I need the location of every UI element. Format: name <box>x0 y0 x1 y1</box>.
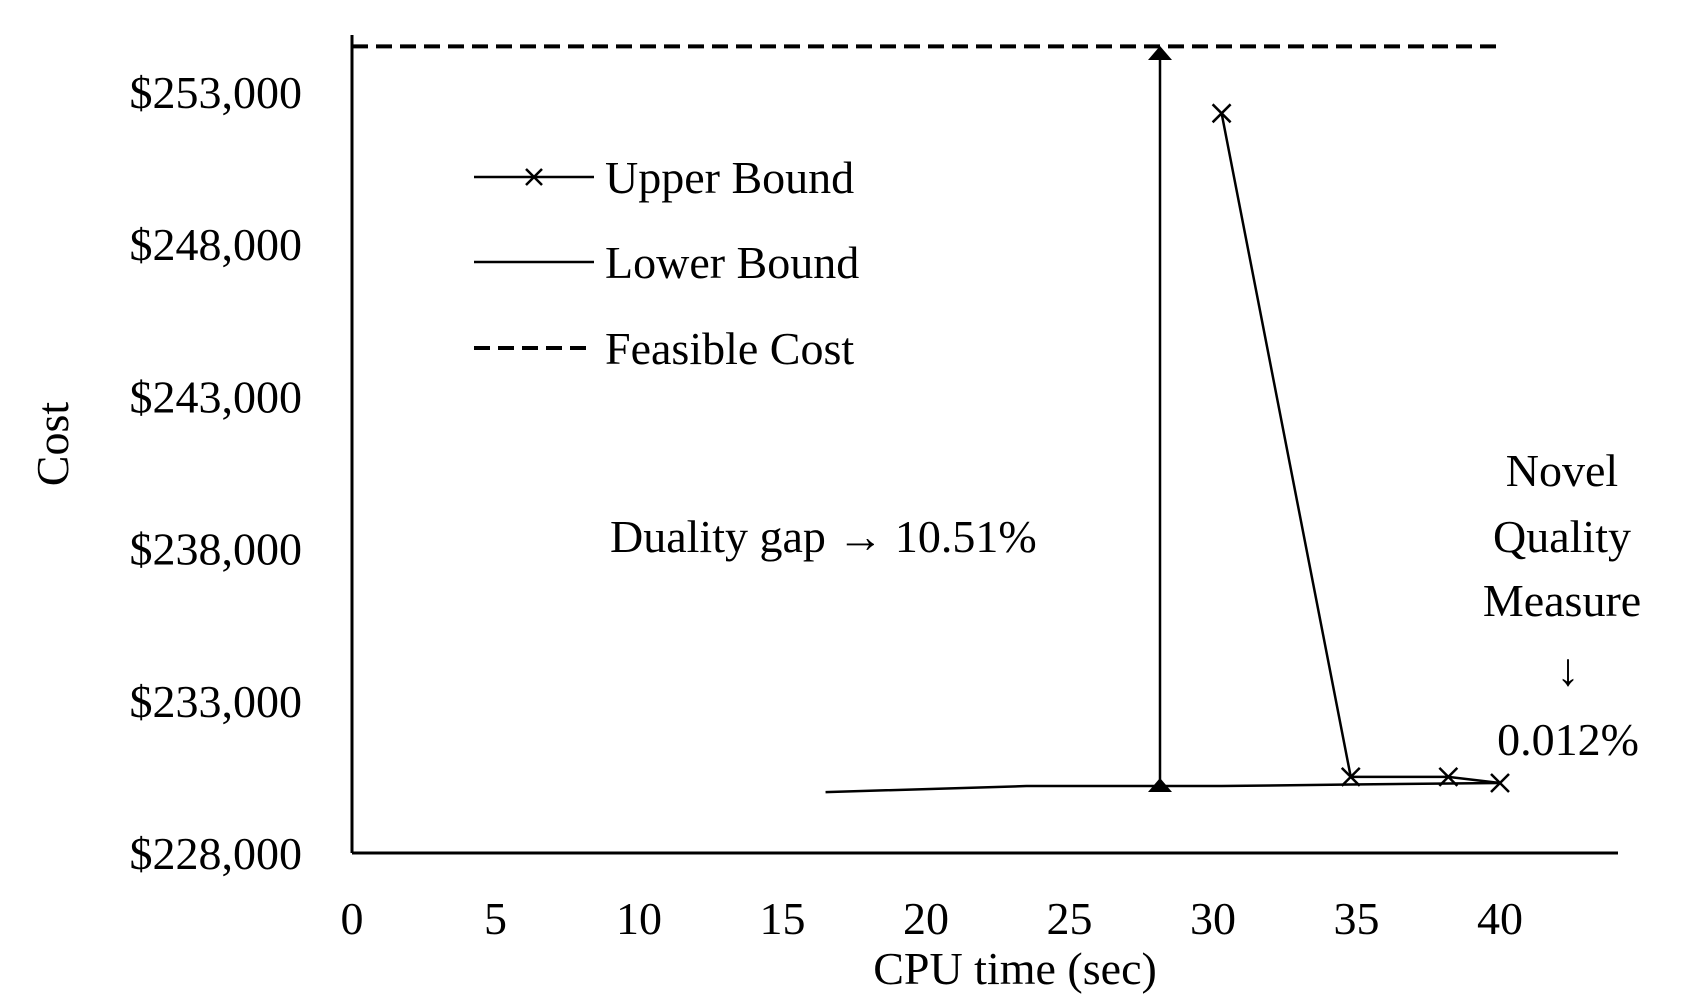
y-axis-title: Cost <box>27 402 78 487</box>
novel-down-arrow: ↓ <box>1557 644 1580 695</box>
series-line-lower-bound <box>825 781 1501 794</box>
novel-line-2: Quality <box>1493 511 1631 562</box>
novel-line-3: Measure <box>1483 575 1641 626</box>
legend: Upper Bound Lower Bound Feasible Cost <box>474 152 859 374</box>
series-layer <box>352 44 1510 794</box>
data-point-upper-bound <box>1340 767 1361 787</box>
data-point-upper-bound <box>1211 103 1232 124</box>
legend-label-feasible-cost: Feasible Cost <box>605 323 854 374</box>
legend-label-upper-bound: Upper Bound <box>605 152 854 203</box>
x-tick-label: 20 <box>903 893 949 944</box>
duality-gap-label: Duality gap → 10.51% <box>610 511 1037 562</box>
legend-marker-x-icon <box>525 168 543 186</box>
series-line-upper-bound <box>1220 113 1501 785</box>
legend-item-lower-bound: Lower Bound <box>474 237 859 288</box>
axes <box>350 35 1618 855</box>
x-tick-label: 30 <box>1190 893 1236 944</box>
x-tick-label: 35 <box>1334 893 1380 944</box>
novel-value: 0.012% <box>1497 714 1639 765</box>
y-tick-label: $243,000 <box>130 371 303 422</box>
x-tick-label: 25 <box>1047 893 1093 944</box>
legend-item-feasible-cost: Feasible Cost <box>474 323 854 374</box>
y-tick-label: $253,000 <box>130 67 303 118</box>
x-axis-title: CPU time (sec) <box>873 943 1157 994</box>
x-tick-label: 10 <box>616 893 662 944</box>
novel-line-1: Novel <box>1506 445 1618 496</box>
novel-quality-measure-annotation: Novel Quality Measure ↓ 0.012% <box>1483 445 1641 765</box>
x-tick-label: 40 <box>1477 893 1523 944</box>
y-tick-label: $238,000 <box>130 524 303 575</box>
x-tick-label: 0 <box>341 893 364 944</box>
x-tick-label: 15 <box>760 893 806 944</box>
x-tick-label: 5 <box>484 893 507 944</box>
y-tick-label: $228,000 <box>130 828 303 879</box>
y-tick-label: $248,000 <box>130 219 303 270</box>
y-tick-label: $233,000 <box>130 676 303 727</box>
legend-item-upper-bound: Upper Bound <box>474 152 854 203</box>
y-tick-labels: $228,000 $233,000 $238,000 $243,000 $248,000… <box>130 67 303 879</box>
x-tick-labels: 0 5 10 15 20 25 30 35 40 <box>341 893 1524 944</box>
legend-label-lower-bound: Lower Bound <box>605 237 859 288</box>
